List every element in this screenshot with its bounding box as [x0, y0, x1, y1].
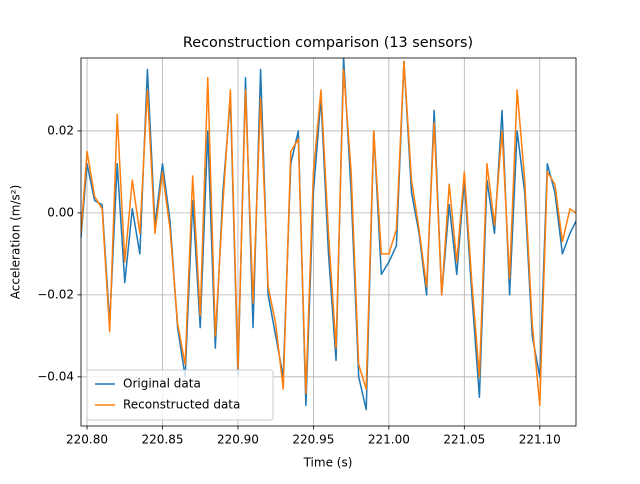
y-tick-label: −0.02 [37, 287, 74, 301]
legend-box [86, 369, 274, 421]
x-tick-label: 221.00 [368, 433, 410, 447]
data-line [81, 58, 576, 411]
legend-label: Original data [123, 377, 201, 391]
x-tick-label: 220.95 [292, 433, 334, 447]
y-tick-label: 0.00 [47, 205, 74, 219]
x-axis-label: Time (s) [303, 456, 353, 470]
x-tick-label: 221.10 [519, 433, 561, 447]
axes-frame [80, 57, 577, 427]
y-tick-label: −0.04 [37, 369, 74, 383]
x-tick-label: 220.85 [141, 433, 183, 447]
plot-lines [81, 58, 576, 411]
x-tick-label: 221.05 [443, 433, 485, 447]
chart-title: Reconstruction comparison (13 sensors) [183, 35, 473, 51]
data-line [81, 60, 576, 407]
x-tick-label: 220.90 [217, 433, 259, 447]
x-tick-label: 220.80 [66, 433, 108, 447]
legend-label: Reconstructed data [123, 398, 240, 412]
legend: Original data Reconstructed data [86, 369, 274, 421]
y-axis-label: Acceleration (m/s²) [9, 185, 23, 300]
y-tick-label: 0.02 [47, 123, 74, 137]
